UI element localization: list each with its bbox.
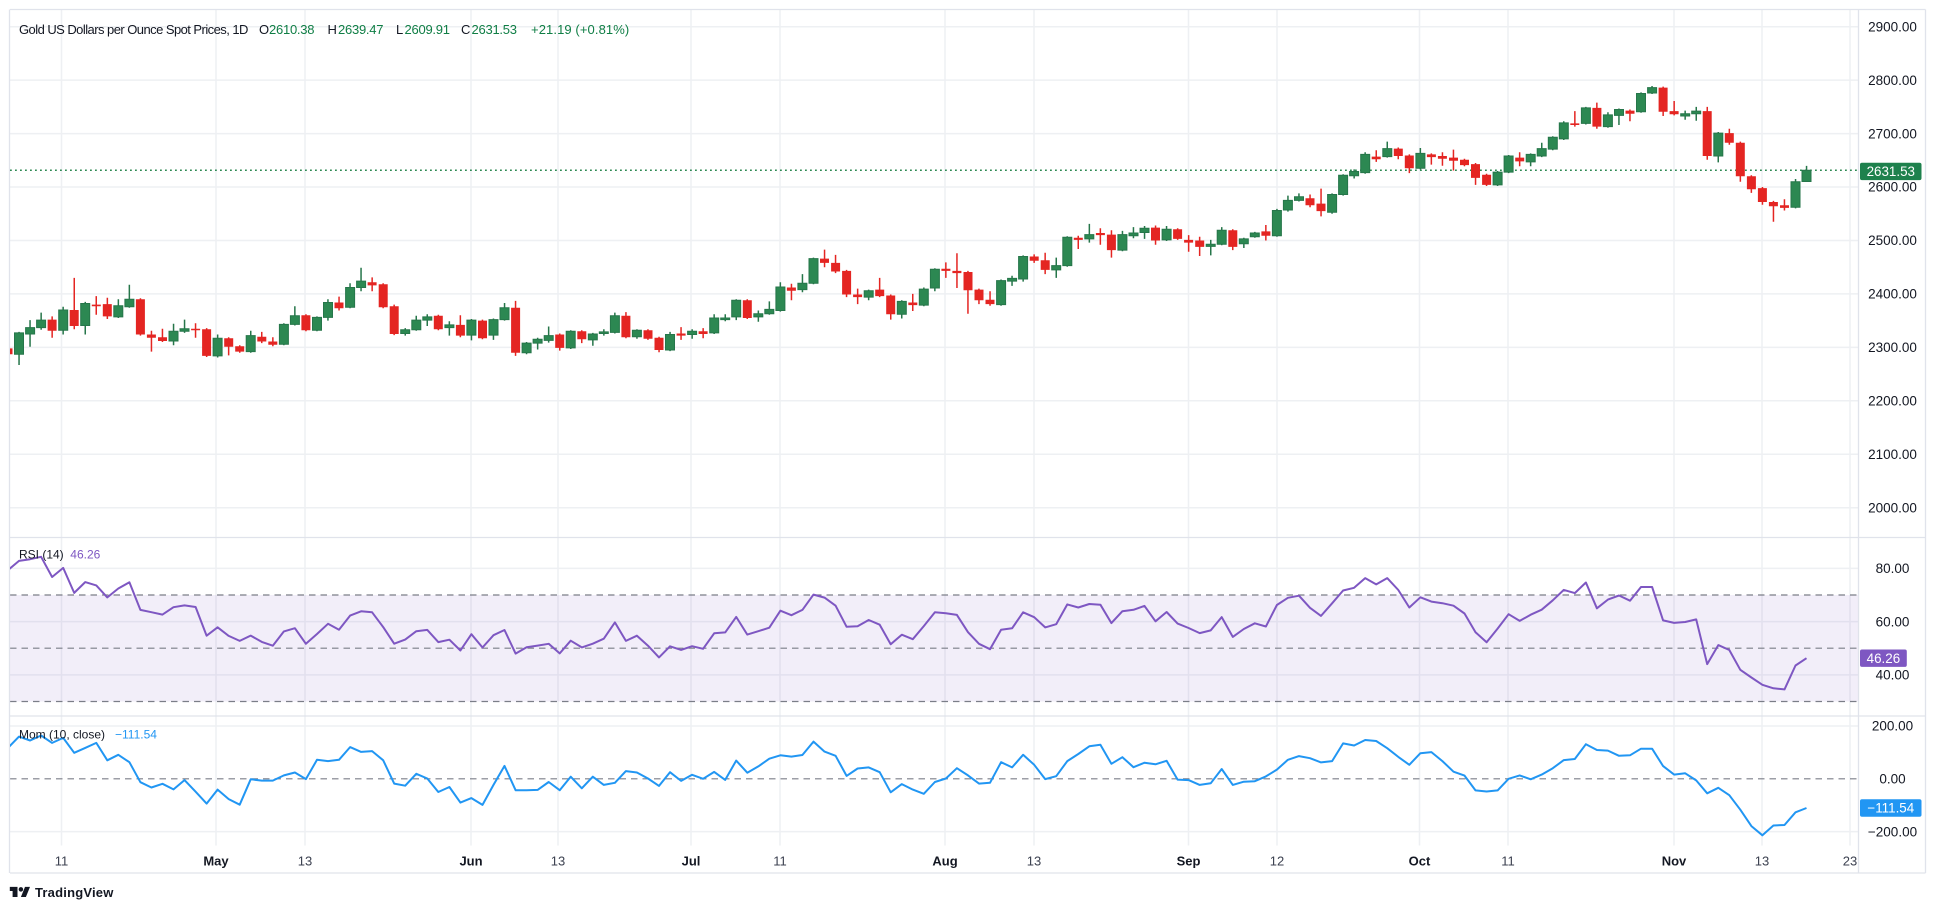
svg-text:+21.19 (+0.81%): +21.19 (+0.81%) xyxy=(531,22,629,37)
svg-text:11: 11 xyxy=(1501,854,1515,869)
svg-text:2800.00: 2800.00 xyxy=(1868,73,1917,88)
svg-text:2400.00: 2400.00 xyxy=(1868,287,1917,302)
svg-text:2000.00: 2000.00 xyxy=(1868,500,1917,515)
svg-text:0.00: 0.00 xyxy=(1879,772,1905,787)
svg-text:60.00: 60.00 xyxy=(1876,614,1910,629)
svg-text:Oct: Oct xyxy=(1409,854,1431,869)
svg-text:2610.38: 2610.38 xyxy=(269,22,314,37)
svg-text:13: 13 xyxy=(298,854,312,869)
svg-text:TradingView: TradingView xyxy=(35,885,114,900)
svg-text:46.26: 46.26 xyxy=(1867,651,1901,666)
svg-text:−111.54: −111.54 xyxy=(1867,801,1914,816)
svg-text:Aug: Aug xyxy=(932,854,957,869)
svg-text:O: O xyxy=(259,22,269,37)
svg-text:13: 13 xyxy=(1755,854,1769,869)
svg-text:2609.91: 2609.91 xyxy=(405,22,450,37)
svg-text:2700.00: 2700.00 xyxy=(1868,126,1917,141)
svg-text:L: L xyxy=(396,22,403,37)
svg-text:46.26: 46.26 xyxy=(70,548,100,562)
svg-text:2600.00: 2600.00 xyxy=(1868,180,1917,195)
svg-text:Mom (10, close): Mom (10, close) xyxy=(19,728,105,742)
svg-text:11: 11 xyxy=(55,854,69,869)
svg-text:−200.00: −200.00 xyxy=(1868,824,1917,839)
svg-text:2500.00: 2500.00 xyxy=(1868,233,1917,248)
svg-text:13: 13 xyxy=(1027,854,1041,869)
svg-text:80.00: 80.00 xyxy=(1876,561,1910,576)
svg-text:2300.00: 2300.00 xyxy=(1868,340,1917,355)
svg-text:13: 13 xyxy=(551,854,565,869)
svg-text:Nov: Nov xyxy=(1662,854,1687,869)
svg-text:2631.53: 2631.53 xyxy=(1867,164,1915,179)
svg-text:11: 11 xyxy=(773,854,787,869)
svg-text:2200.00: 2200.00 xyxy=(1868,394,1917,409)
svg-text:23: 23 xyxy=(1843,854,1857,869)
svg-text:40.00: 40.00 xyxy=(1876,668,1910,683)
svg-text:−111.54: −111.54 xyxy=(115,728,157,742)
svg-text:Jun: Jun xyxy=(459,854,482,869)
svg-text:2631.53: 2631.53 xyxy=(472,22,517,37)
svg-text:Sep: Sep xyxy=(1177,854,1201,869)
svg-text:2100.00: 2100.00 xyxy=(1868,447,1917,462)
svg-text:2900.00: 2900.00 xyxy=(1868,19,1917,34)
svg-text:2639.47: 2639.47 xyxy=(338,22,383,37)
svg-text:C: C xyxy=(461,22,470,37)
svg-text:Jul: Jul xyxy=(682,854,701,869)
svg-text:Gold US Dollars per Ounce Spot: Gold US Dollars per Ounce Spot Prices, 1… xyxy=(19,22,248,37)
svg-text:200.00: 200.00 xyxy=(1872,719,1913,734)
svg-text:May: May xyxy=(203,854,229,869)
svg-text:12: 12 xyxy=(1270,854,1284,869)
svg-text:RSI (14): RSI (14) xyxy=(19,548,64,562)
svg-text:H: H xyxy=(328,22,337,37)
